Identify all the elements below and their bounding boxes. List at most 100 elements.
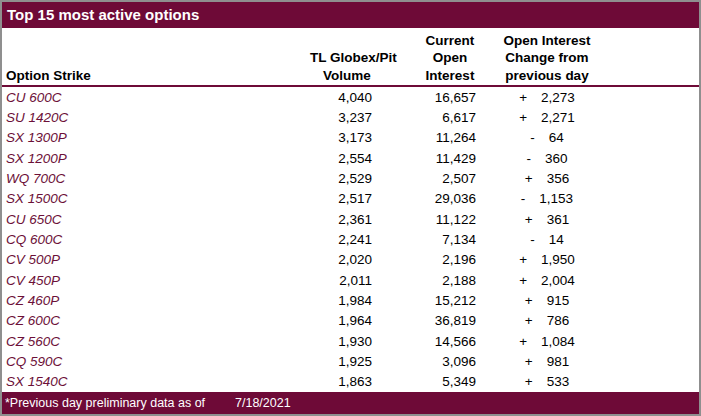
oi-change-cell: + 361 (492, 212, 616, 227)
option-strike-cell: SX 1500C (2, 191, 302, 206)
open-interest-cell: 2,188 (384, 273, 492, 288)
oi-change-cell: - 14 (492, 232, 616, 247)
column-header-label: Change from (492, 49, 602, 66)
change-value: 2,271 (541, 110, 575, 125)
oi-change-cell: + 981 (492, 354, 616, 369)
oi-change-cell: + 2,273 (492, 90, 616, 105)
table-row: CZ 560C 1,930 14,566 + 1,084 (2, 331, 699, 351)
open-interest-cell: 3,096 (384, 354, 492, 369)
change-sign: + (519, 334, 527, 349)
oi-change-cell: + 356 (492, 171, 616, 186)
report-title: Top 15 most active options (7, 6, 199, 23)
open-interest-cell: 7,134 (384, 232, 492, 247)
option-strike-cell: CQ 600C (2, 232, 302, 247)
volume-cell: 3,237 (302, 110, 384, 125)
change-value: 361 (547, 212, 570, 227)
option-strike-cell: CU 650C (2, 212, 302, 227)
option-strike-cell: CQ 590C (2, 354, 302, 369)
change-sign: + (519, 90, 527, 105)
open-interest-cell: 11,122 (384, 212, 492, 227)
oi-change-cell: - 1,153 (492, 191, 616, 206)
change-sign: - (521, 191, 526, 206)
column-header-label: Interest (408, 67, 492, 84)
volume-cell: 1,964 (302, 313, 384, 328)
column-header-label: TL Globex/Pit (310, 49, 384, 66)
open-interest-cell: 11,429 (384, 151, 492, 166)
oi-change-cell: + 915 (492, 293, 616, 308)
change-value: 1,084 (541, 334, 575, 349)
footnote-text: *Previous day preliminary data as of (5, 392, 205, 414)
option-strike-cell: CV 450P (2, 273, 302, 288)
option-strike-cell: SX 1200P (2, 151, 302, 166)
volume-cell: 1,863 (302, 374, 384, 389)
oi-change-cell: + 786 (492, 313, 616, 328)
open-interest-cell: 15,212 (384, 293, 492, 308)
option-strike-cell: CZ 460P (2, 293, 302, 308)
column-header-volume: TL Globex/Pit Volume (302, 49, 384, 85)
volume-cell: 3,173 (302, 130, 384, 145)
open-interest-cell: 36,819 (384, 313, 492, 328)
option-strike-cell: SX 1300P (2, 130, 302, 145)
table-row: WQ 700C 2,529 2,507 + 356 (2, 168, 699, 188)
table-header-row: Option Strike TL Globex/Pit Volume Curre… (2, 28, 699, 87)
oi-change-cell: + 1,950 (492, 252, 616, 267)
volume-cell: 2,361 (302, 212, 384, 227)
change-sign: - (526, 151, 531, 166)
change-value: 1,950 (541, 252, 575, 267)
table-row: CV 450P 2,011 2,188 + 2,004 (2, 270, 699, 290)
change-value: 915 (547, 293, 570, 308)
table-row: CZ 460P 1,984 15,212 + 915 (2, 290, 699, 310)
change-value: 356 (547, 171, 570, 186)
change-sign: + (519, 252, 527, 267)
change-sign: + (525, 171, 533, 186)
volume-cell: 2,529 (302, 171, 384, 186)
open-interest-cell: 5,349 (384, 374, 492, 389)
volume-cell: 1,984 (302, 293, 384, 308)
option-strike-cell: WQ 700C (2, 171, 302, 186)
table-row: CZ 600C 1,964 36,819 + 786 (2, 311, 699, 331)
change-value: 64 (549, 130, 564, 145)
column-header-option-strike: Option Strike (2, 67, 302, 85)
volume-cell: 2,241 (302, 232, 384, 247)
change-sign: + (525, 374, 533, 389)
table-row: CV 500P 2,020 2,196 + 1,950 (2, 250, 699, 270)
footnote-bar: *Previous day preliminary data as of 7/1… (2, 392, 699, 414)
table-row: CU 650C 2,361 11,122 + 361 (2, 209, 699, 229)
open-interest-cell: 2,507 (384, 171, 492, 186)
column-header-label: previous day (492, 67, 602, 84)
volume-cell: 1,925 (302, 354, 384, 369)
change-sign: + (525, 354, 533, 369)
open-interest-cell: 29,036 (384, 191, 492, 206)
oi-change-cell: - 64 (492, 130, 616, 145)
table-row: SX 1540C 1,863 5,349 + 533 (2, 372, 699, 392)
column-header-label: Current (408, 32, 492, 49)
option-strike-cell: CZ 560C (2, 334, 302, 349)
open-interest-cell: 6,617 (384, 110, 492, 125)
open-interest-cell: 16,657 (384, 90, 492, 105)
table-row: SX 1200P 2,554 11,429 - 360 (2, 148, 699, 168)
change-value: 2,273 (541, 90, 575, 105)
volume-cell: 2,011 (302, 273, 384, 288)
change-sign: + (525, 313, 533, 328)
table-row: SU 1420C 3,237 6,617 + 2,271 (2, 107, 699, 127)
column-header-label: Volume (310, 67, 384, 84)
open-interest-cell: 11,264 (384, 130, 492, 145)
report-title-bar: Top 15 most active options (2, 2, 699, 28)
column-header-label: Open Interest (492, 32, 602, 49)
table-row: CQ 590C 1,925 3,096 + 981 (2, 351, 699, 371)
change-value: 360 (545, 151, 568, 166)
table-row: SX 1500C 2,517 29,036 - 1,153 (2, 189, 699, 209)
change-sign: + (519, 273, 527, 288)
table-row: CQ 600C 2,241 7,134 - 14 (2, 229, 699, 249)
change-value: 14 (549, 232, 564, 247)
change-value: 2,004 (541, 273, 575, 288)
volume-cell: 4,040 (302, 90, 384, 105)
oi-change-cell: + 2,271 (492, 110, 616, 125)
oi-change-cell: + 533 (492, 374, 616, 389)
table-row: CU 600C 4,040 16,657 + 2,273 (2, 87, 699, 107)
open-interest-cell: 2,196 (384, 252, 492, 267)
option-strike-cell: SX 1540C (2, 374, 302, 389)
change-value: 786 (547, 313, 570, 328)
change-value: 1,153 (539, 191, 573, 206)
option-strike-cell: SU 1420C (2, 110, 302, 125)
